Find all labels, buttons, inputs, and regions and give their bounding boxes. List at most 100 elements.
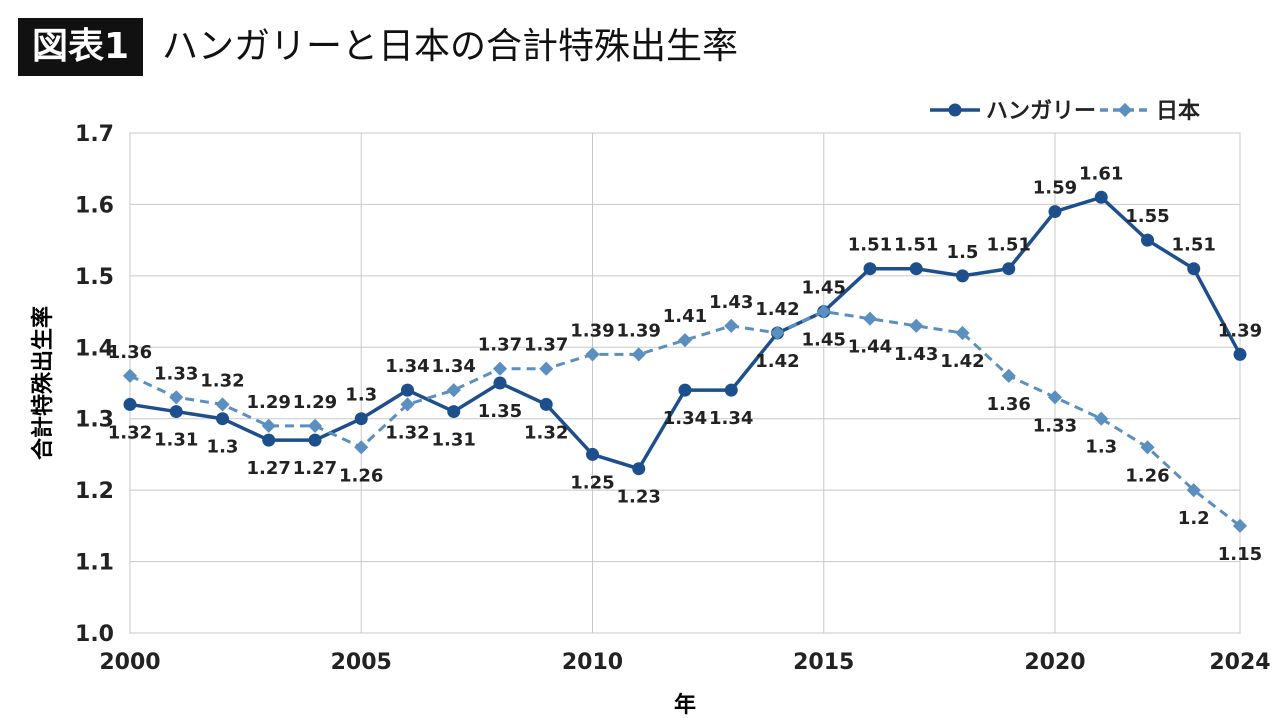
japan-point (1186, 483, 1201, 498)
data-label: 1.29 (293, 392, 337, 413)
y-tick-label: 1.0 (75, 622, 114, 647)
legend-marker-circle (948, 103, 962, 117)
hungary-point (909, 262, 923, 276)
data-label: 1.15 (1218, 544, 1262, 565)
data-label: 1.5 (947, 242, 979, 263)
x-tick-label: 2024 (1209, 650, 1270, 675)
japan-point (307, 418, 323, 433)
japan-point (492, 361, 508, 376)
x-tick-label: 2005 (331, 650, 392, 675)
y-axis-label: 合計特殊出生率 (30, 306, 56, 460)
plot-area (129, 132, 1241, 634)
data-label: 1.39 (1218, 320, 1262, 341)
data-label: 1.32 (108, 422, 152, 443)
data-label: 1.42 (940, 351, 984, 372)
japan-point (1047, 390, 1063, 405)
data-label: 1.31 (154, 430, 198, 451)
data-label: 1.45 (802, 330, 846, 351)
japan-point (955, 325, 970, 341)
data-label: 1.39 (570, 320, 614, 341)
hungary-point (1187, 262, 1201, 276)
legend-label: 日本 (1156, 99, 1200, 124)
japan-point (677, 333, 693, 348)
data-label: 1.55 (1125, 206, 1169, 227)
y-tick-label: 1.2 (75, 479, 114, 504)
data-label: 1.36 (987, 394, 1031, 415)
y-tick-label: 1.7 (75, 122, 114, 147)
data-label: 1.32 (385, 422, 429, 443)
japan-point (770, 325, 785, 341)
hungary-point (308, 433, 322, 447)
data-label: 1.43 (709, 292, 753, 313)
hungary-point (1002, 262, 1016, 276)
japan-point (1001, 368, 1016, 383)
x-tick-label: 2020 (1024, 650, 1085, 675)
data-label: 1.44 (848, 337, 892, 358)
data-label: 1.32 (200, 370, 244, 391)
hungary-point (354, 412, 368, 426)
data-label: 1.51 (1172, 235, 1216, 256)
data-label: 1.33 (154, 363, 198, 384)
y-tick-label: 1.5 (75, 265, 114, 290)
data-label: 1.42 (755, 299, 799, 320)
data-label: 1.23 (617, 487, 661, 508)
hungary-point (539, 397, 553, 411)
japan-point (169, 390, 184, 405)
hungary-point (863, 262, 877, 276)
hungary-point (632, 462, 646, 476)
legend-label: ハンガリー (986, 99, 1096, 124)
japan-point (1140, 440, 1155, 455)
data-label: 1.27 (293, 458, 337, 479)
hungary-point (123, 397, 137, 411)
x-tick-label: 2010 (562, 650, 623, 675)
japan-point (862, 311, 878, 326)
japan-point (1232, 518, 1248, 533)
hungary-point (262, 433, 276, 447)
data-label: 1.45 (802, 278, 846, 299)
y-tick-label: 1.3 (75, 408, 114, 433)
data-label: 1.25 (570, 472, 614, 493)
data-label: 1.3 (345, 385, 377, 406)
data-label: 1.51 (848, 235, 892, 256)
hungary-point (1094, 190, 1108, 204)
hungary-point (216, 412, 229, 426)
x-tick-label: 2015 (793, 650, 854, 675)
data-label: 1.26 (339, 465, 383, 486)
data-label: 1.31 (432, 430, 476, 451)
legend-marker-diamond (1117, 102, 1133, 118)
data-label: 1.29 (247, 392, 291, 413)
data-label: 1.37 (478, 335, 522, 356)
data-label: 1.51 (987, 235, 1031, 256)
hungary-point (493, 376, 507, 390)
japan-point (261, 418, 276, 433)
data-label: 1.61 (1079, 163, 1123, 184)
hungary-point (447, 405, 461, 419)
figure-tag: 図表1 (18, 18, 144, 76)
hungary-point (1048, 205, 1062, 219)
data-label: 1.34 (709, 408, 753, 429)
x-tick-label: 2000 (99, 650, 160, 675)
japan-point (816, 304, 831, 319)
data-label: 1.3 (1085, 437, 1117, 458)
japan-point (539, 361, 554, 376)
japan-point (215, 397, 230, 412)
data-label: 1.34 (432, 356, 476, 377)
japan-point (631, 347, 646, 362)
x-axis-label: 年 (674, 692, 696, 718)
data-label: 1.34 (385, 356, 429, 377)
y-tick-label: 1.1 (75, 551, 114, 576)
data-label: 1.33 (1033, 415, 1077, 436)
data-label: 1.43 (894, 344, 938, 365)
data-label: 1.27 (247, 458, 291, 479)
data-label: 1.26 (1125, 465, 1169, 486)
hungary-point (401, 383, 414, 397)
hungary-point (956, 269, 969, 283)
chart-title: ハンガリーと日本の合計特殊出生率 (162, 26, 739, 67)
data-label: 1.39 (617, 320, 661, 341)
data-label: 1.41 (663, 306, 707, 327)
japan-point (585, 347, 600, 362)
japan-point (122, 368, 138, 383)
y-tick-label: 1.6 (75, 193, 114, 218)
hungary-point (724, 383, 738, 397)
data-label: 1.42 (755, 351, 799, 372)
